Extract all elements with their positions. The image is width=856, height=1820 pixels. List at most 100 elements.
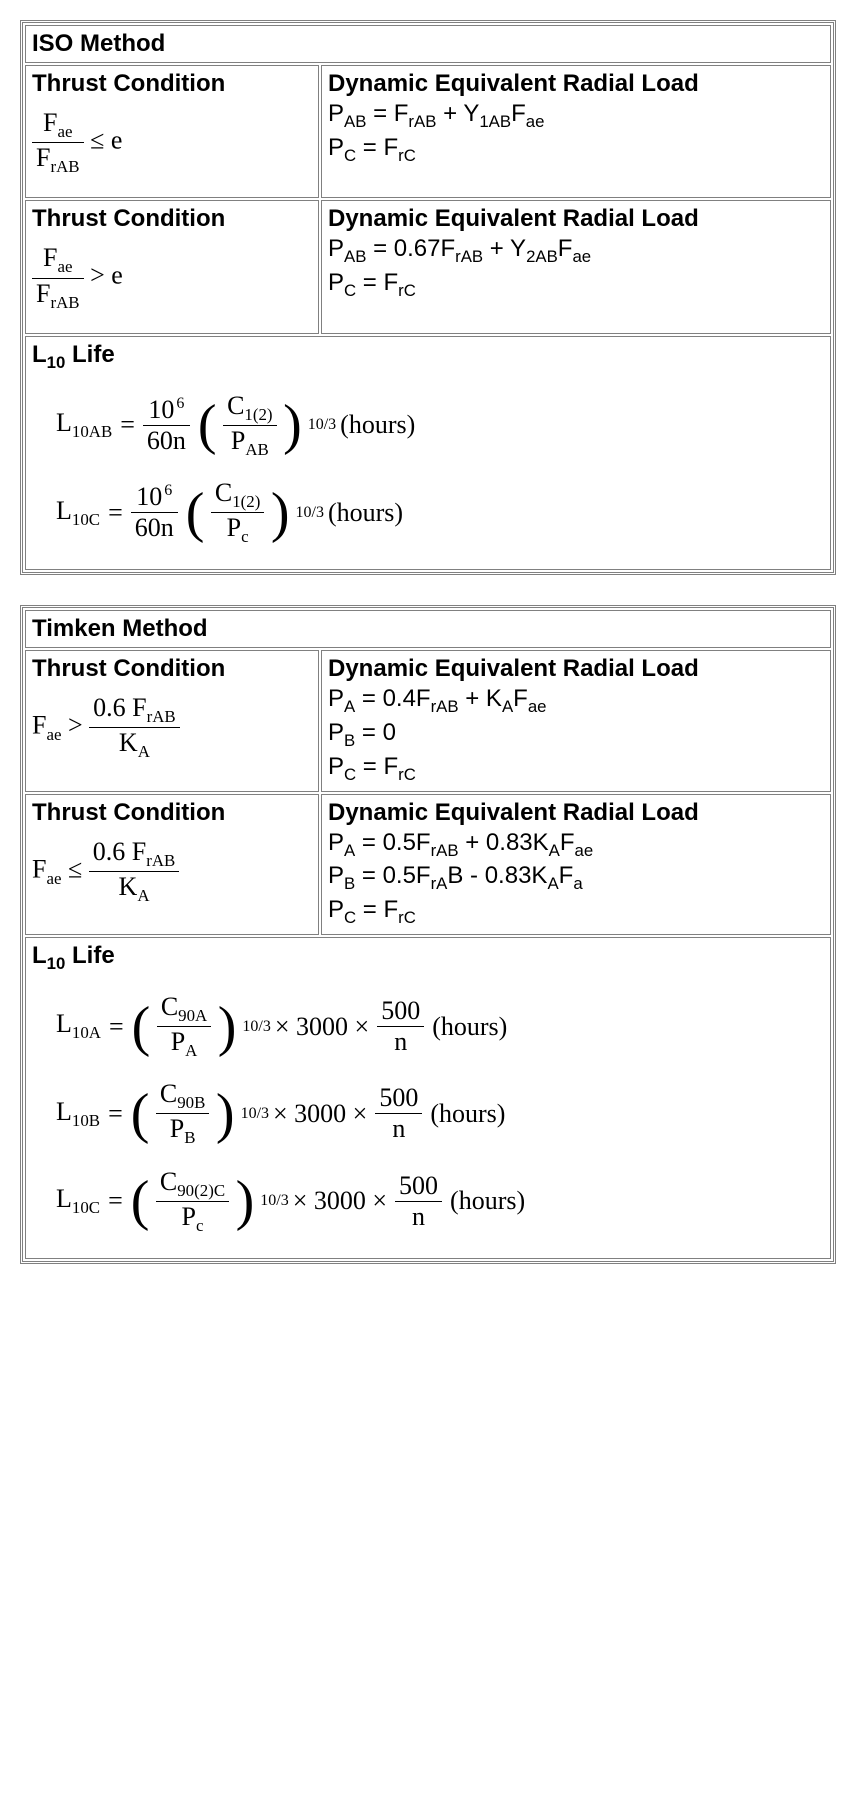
t: 500 bbox=[377, 996, 424, 1027]
t: 10B bbox=[72, 1111, 100, 1130]
timken-row1-eqB: PB = 0 bbox=[328, 719, 824, 751]
iso-title: ISO Method bbox=[32, 30, 165, 57]
t: ae bbox=[575, 840, 594, 859]
t: A bbox=[185, 1041, 197, 1060]
t: P bbox=[328, 753, 344, 780]
t: A bbox=[137, 886, 149, 905]
hours-label: (hours) bbox=[430, 1099, 505, 1129]
t: × 3000 × bbox=[275, 1012, 369, 1042]
t: a bbox=[573, 874, 582, 893]
t: = F bbox=[366, 100, 408, 127]
t: P bbox=[182, 1202, 196, 1231]
t: + Y bbox=[436, 100, 479, 127]
t: F bbox=[559, 862, 574, 889]
t: 90A bbox=[178, 1006, 207, 1025]
t: n bbox=[375, 1114, 422, 1144]
timken-method-table: Timken Method Thrust Condition Fae > 0.6… bbox=[20, 605, 836, 1264]
t: rAB bbox=[431, 697, 459, 716]
t: 10/3 bbox=[260, 1192, 288, 1210]
t: C bbox=[227, 391, 244, 420]
t: 10AB bbox=[72, 422, 112, 441]
t: 1AB bbox=[479, 112, 511, 131]
timken-row1-thrust-cell: Thrust Condition Fae > 0.6 FrAB KA bbox=[25, 650, 319, 791]
timken-row2-eqB: PB = 0.5FrAB - 0.83KAFa bbox=[328, 862, 824, 894]
t: 60n bbox=[131, 513, 178, 543]
iso-row2-thrust-formula: Fae FrAB > e bbox=[32, 243, 312, 312]
frac-num-sub: ae bbox=[58, 122, 73, 141]
t: K bbox=[119, 872, 138, 901]
t: n bbox=[377, 1027, 424, 1057]
t: P bbox=[328, 685, 344, 712]
t: P bbox=[328, 719, 344, 746]
t: P bbox=[231, 426, 245, 455]
t: = 0.4F bbox=[355, 685, 430, 712]
iso-row1-thrust-cell: Thrust Condition Fae FrAB ≤ e bbox=[25, 65, 319, 198]
t: 10 bbox=[47, 954, 66, 973]
frac-num-sub: ae bbox=[58, 258, 73, 277]
t: = F bbox=[356, 134, 398, 161]
t: L bbox=[56, 1009, 72, 1038]
t: c bbox=[196, 1216, 204, 1235]
iso-row2-eq1: PAB = 0.67FrAB + Y2ABFae bbox=[328, 235, 824, 267]
t: ae bbox=[526, 112, 545, 131]
timken-l10-eqB: L10B = ( C90B PB ) 10/3 × 3000 × 500 n bbox=[52, 1079, 824, 1148]
t: L bbox=[56, 408, 72, 437]
hours-label: (hours) bbox=[432, 1012, 507, 1042]
t: c bbox=[241, 527, 249, 546]
t: rAB bbox=[147, 707, 176, 726]
timken-title-cell: Timken Method bbox=[25, 610, 831, 648]
thrust-op: > e bbox=[90, 261, 123, 290]
hours-label: (hours) bbox=[328, 498, 403, 528]
iso-l10-formulas: L10AB = 106 60n ( C1(2) PAB ) 10/3 bbox=[52, 391, 824, 548]
iso-row1-thrust-heading: Thrust Condition bbox=[32, 70, 312, 98]
timken-row1-thrust-heading: Thrust Condition bbox=[32, 655, 312, 683]
iso-row1-eq2: PC = FrC bbox=[328, 134, 824, 166]
iso-l10-eqC: L10C = 106 60n ( C1(2) Pc ) 10/3 (h bbox=[52, 478, 824, 547]
t: Life bbox=[65, 341, 114, 368]
t: P bbox=[170, 1114, 184, 1143]
t: 6 bbox=[176, 395, 184, 412]
t: 1(2) bbox=[244, 405, 272, 424]
t: 10/3 bbox=[296, 504, 324, 522]
t: rC bbox=[398, 146, 416, 165]
t: F bbox=[560, 829, 575, 856]
t: C bbox=[344, 765, 356, 784]
t: 0.6 F bbox=[93, 693, 146, 722]
iso-row1-load-cell: Dynamic Equivalent Radial Load PAB = FrA… bbox=[321, 65, 831, 198]
hours-label: (hours) bbox=[450, 1186, 525, 1216]
t: ≤ bbox=[68, 854, 89, 883]
timken-row2-thrust-cell: Thrust Condition Fae ≤ 0.6 FrAB KA bbox=[25, 794, 319, 935]
t: 90B bbox=[177, 1093, 205, 1112]
t: AB bbox=[344, 247, 366, 266]
t: × 3000 × bbox=[293, 1186, 387, 1216]
t: L bbox=[56, 1184, 72, 1213]
timken-l10-eqC: L10C = ( C90(2)C Pc ) 10/3 × 3000 × 500 … bbox=[52, 1167, 824, 1236]
frac-den-sub: rAB bbox=[50, 293, 79, 312]
t: × 3000 × bbox=[273, 1099, 367, 1129]
timken-l10-heading: L10 Life bbox=[32, 942, 824, 974]
t: L bbox=[56, 1097, 72, 1126]
t: rC bbox=[398, 281, 416, 300]
t: L bbox=[32, 942, 47, 969]
t: 10A bbox=[72, 1024, 101, 1043]
timken-row2-eqC: PC = FrC bbox=[328, 896, 824, 928]
t: L bbox=[32, 341, 47, 368]
t: C bbox=[344, 281, 356, 300]
t: P bbox=[328, 100, 344, 127]
t: L bbox=[56, 496, 72, 525]
t: > bbox=[68, 711, 89, 740]
t: C bbox=[344, 146, 356, 165]
t: C bbox=[161, 992, 178, 1021]
timken-l10-cell: L10 Life L10A = ( C90A PA ) 10/3 × 3000 … bbox=[25, 937, 831, 1259]
t: P bbox=[328, 235, 344, 262]
t: A bbox=[344, 840, 355, 859]
t: 10 bbox=[136, 482, 162, 511]
t: 10/3 bbox=[242, 1018, 270, 1036]
t: 10 bbox=[47, 353, 66, 372]
iso-row2-thrust-heading: Thrust Condition bbox=[32, 205, 312, 233]
t: C bbox=[215, 478, 232, 507]
t: ae bbox=[528, 697, 547, 716]
frac-num: F bbox=[43, 108, 57, 137]
timken-title: Timken Method bbox=[32, 615, 208, 642]
t: F bbox=[513, 685, 528, 712]
